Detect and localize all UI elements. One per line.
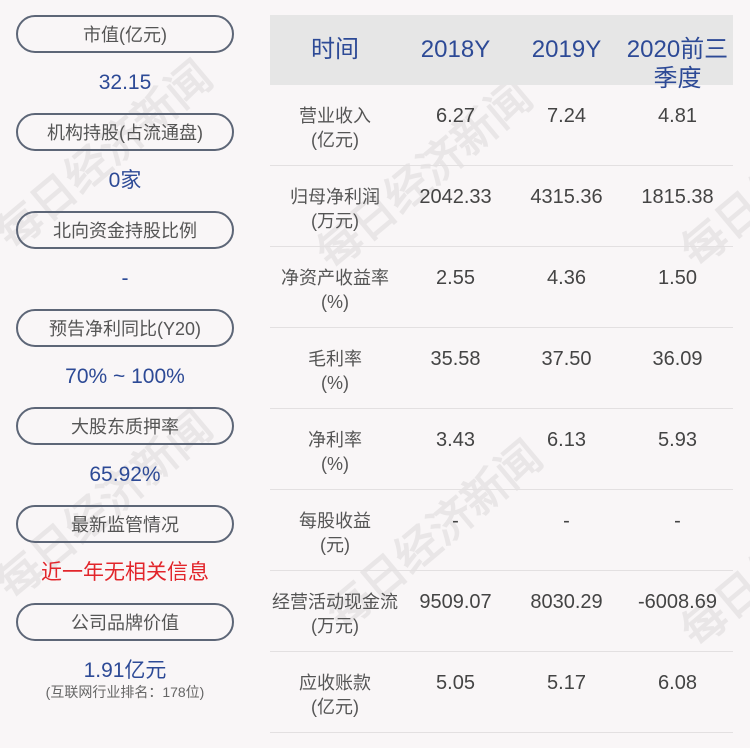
table-cell: 37.50	[541, 348, 592, 370]
metric-block: 预告净利同比(Y20) 70% ~ 100%	[16, 309, 234, 390]
table-cell: -6008.69	[638, 591, 717, 613]
metric-label: 预告净利同比(Y20)	[16, 309, 234, 347]
metric-block: 市值(亿元) 32.15	[16, 15, 234, 96]
row-label-text: 营业收入	[299, 106, 371, 126]
header-2019: 2019Y	[531, 36, 602, 63]
row-label: 经营活动现金流 (万元)	[270, 571, 400, 651]
metric-block: 公司品牌价值 1.91亿元 (互联网行业排名：178位)	[16, 603, 234, 702]
header-2018: 2018Y	[420, 36, 491, 63]
row-label: 每股收益 (元)	[270, 490, 400, 570]
table-cell: -	[674, 510, 681, 532]
row-label-text: 应收账款	[299, 673, 371, 693]
table-row: 经营活动现金流 (万元) 9509.07 8030.29 -6008.69	[270, 571, 733, 652]
metric-value: 0家	[108, 169, 142, 192]
metric-value: 65.92%	[89, 463, 161, 486]
metric-note: (互联网行业排名：178位)	[45, 684, 205, 700]
table-row: 每股收益 (元) - - -	[270, 490, 733, 571]
row-label-text: 归母净利润	[290, 187, 380, 207]
row-unit: (亿元)	[311, 130, 359, 150]
metric-value: 1.91亿元	[83, 659, 167, 682]
row-label: 营业收入 (亿元)	[270, 85, 400, 165]
metric-label: 大股东质押率	[16, 407, 234, 445]
row-label: 归母净利润 (万元)	[270, 166, 400, 246]
table-row: 净利率 (%) 3.43 6.13 5.93	[270, 409, 733, 490]
row-unit: (%)	[321, 373, 349, 393]
row-label: 净资产收益率 (%)	[270, 247, 400, 327]
row-label-text: 经营活动现金流	[272, 592, 398, 612]
table-row: 应收账款 (亿元) 5.05 5.17 6.08	[270, 652, 733, 733]
table-cell: 6.27	[436, 105, 475, 127]
row-unit: (元)	[320, 535, 350, 555]
table-cell: 35.58	[430, 348, 481, 370]
header-time: 时间	[311, 36, 359, 63]
row-label-text: 净利率	[308, 430, 362, 450]
table-row: 营业收入 (亿元) 6.27 7.24 4.81	[270, 85, 733, 166]
table-cell: 1815.38	[641, 186, 714, 208]
metric-block: 北向资金持股比例 -	[16, 211, 234, 292]
metric-label: 最新监管情况	[16, 505, 234, 543]
row-unit: (万元)	[311, 211, 359, 231]
row-label: 应收账款 (亿元)	[270, 652, 400, 732]
row-label: 毛利率 (%)	[270, 328, 400, 408]
table-cell: 5.93	[658, 429, 697, 451]
table-header: 时间 2018Y 2019Y 2020前三季度	[270, 15, 733, 92]
table-row: 毛利率 (%) 35.58 37.50 36.09	[270, 328, 733, 409]
table-cell: 2042.33	[419, 186, 492, 208]
metric-value: -	[121, 267, 129, 290]
financial-table: 时间 2018Y 2019Y 2020前三季度 营业收入 (亿元) 6.27 7.24…	[270, 15, 733, 733]
row-label-text: 毛利率	[308, 349, 362, 369]
table-cell: -	[452, 510, 459, 532]
header-2020q3: 2020前三季度	[626, 36, 729, 92]
table-cell: 7.24	[547, 105, 586, 127]
table-cell: 1.50	[658, 267, 697, 289]
row-unit: (%)	[321, 292, 349, 312]
row-label-text: 净资产收益率	[281, 268, 389, 288]
metric-block: 机构持股(占流通盘) 0家	[16, 113, 234, 194]
row-unit: (%)	[321, 454, 349, 474]
metric-value: 70% ~ 100%	[65, 365, 185, 388]
table-cell: 9509.07	[419, 591, 492, 613]
table-cell: 3.43	[436, 429, 475, 451]
metric-value: 近一年无相关信息	[41, 561, 209, 584]
row-label: 净利率 (%)	[270, 409, 400, 489]
table-cell: -	[563, 510, 570, 532]
metric-value: 32.15	[98, 71, 152, 94]
table-cell: 6.13	[547, 429, 586, 451]
table-cell: 36.09	[652, 348, 703, 370]
metric-label: 北向资金持股比例	[16, 211, 234, 249]
metric-label: 市值(亿元)	[16, 15, 234, 53]
table-cell: 5.17	[547, 672, 586, 694]
row-unit: (万元)	[311, 616, 359, 636]
table-cell: 6.08	[658, 672, 697, 694]
metric-block: 大股东质押率 65.92%	[16, 407, 234, 488]
metric-label: 公司品牌价值	[16, 603, 234, 641]
table-row: 归母净利润 (万元) 2042.33 4315.36 1815.38	[270, 166, 733, 247]
table-cell: 4.81	[658, 105, 697, 127]
table-cell: 2.55	[436, 267, 475, 289]
row-label-text: 每股收益	[299, 511, 371, 531]
table-cell: 4315.36	[530, 186, 603, 208]
table-cell: 4.36	[547, 267, 586, 289]
row-unit: (亿元)	[311, 697, 359, 717]
table-cell: 5.05	[436, 672, 475, 694]
table-cell: 8030.29	[530, 591, 603, 613]
metric-block: 最新监管情况 近一年无相关信息	[16, 505, 234, 586]
table-row: 净资产收益率 (%) 2.55 4.36 1.50	[270, 247, 733, 328]
metric-label: 机构持股(占流通盘)	[16, 113, 234, 151]
